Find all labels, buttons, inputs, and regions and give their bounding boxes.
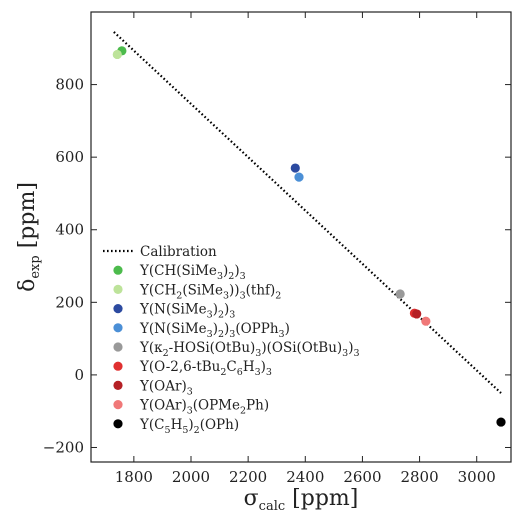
legend-label: Y(CH(SiMe3)2)3 <box>139 263 246 282</box>
data-point <box>294 172 304 182</box>
x-tick-label: 1800 <box>115 468 153 486</box>
legend-label: Calibration <box>140 244 217 260</box>
data-point <box>112 49 122 60</box>
legend-swatch <box>113 304 123 314</box>
legend-label: Y(OAr)3 <box>139 378 193 397</box>
calibration-line <box>113 31 502 394</box>
legend-swatch <box>113 342 123 352</box>
legend-label: Y(C5H5)2(OPh) <box>139 417 239 436</box>
legend-swatch <box>113 380 123 390</box>
legend-label: Y(OAr)3(OPMe2Ph) <box>139 398 269 417</box>
plot-frame <box>90 11 512 463</box>
legend-swatch <box>113 265 123 275</box>
y-tick-label: −200 <box>43 438 84 456</box>
legend-label: Y(O-2,6-tBu2C6H3)3 <box>139 359 272 378</box>
legend-label: Y(CH2(SiMe3))3(thf)2 <box>139 282 281 301</box>
x-tick-label: 2800 <box>400 468 438 486</box>
x-tick-label: 3000 <box>458 468 496 486</box>
data-point <box>421 316 431 326</box>
x-tick-label: 2400 <box>286 468 324 486</box>
legend-swatch <box>113 361 123 371</box>
x-axis-title: σcalc [ppm] <box>244 486 359 514</box>
legend-swatch <box>113 284 123 294</box>
y-tick-label: 600 <box>55 148 84 166</box>
y-tick-label: 0 <box>74 366 84 384</box>
data-point <box>496 417 506 427</box>
data-point <box>395 289 405 299</box>
legend-label: Y(N(SiMe3)2)3(OPPh3) <box>139 321 290 340</box>
data-point <box>290 163 300 173</box>
x-tick-label: 2200 <box>229 468 267 486</box>
data-point <box>412 309 422 319</box>
y-tick-label: 800 <box>55 76 84 94</box>
legend-swatch <box>113 419 123 429</box>
y-tick-label: 200 <box>55 293 84 311</box>
y-tick-label: 400 <box>55 221 84 239</box>
x-tick-label: 2600 <box>343 468 381 486</box>
y-axis-title: δexp [ppm] <box>15 182 43 292</box>
legend-swatch <box>113 323 123 333</box>
legend-swatch <box>113 400 123 410</box>
x-tick-label: 2000 <box>172 468 210 486</box>
legend-label: Y(N(SiMe3)2)3 <box>139 302 235 321</box>
legend-label: Y(κ2-HOSi(OtBu)3)(OSi(OtBu)3)3 <box>139 340 360 359</box>
